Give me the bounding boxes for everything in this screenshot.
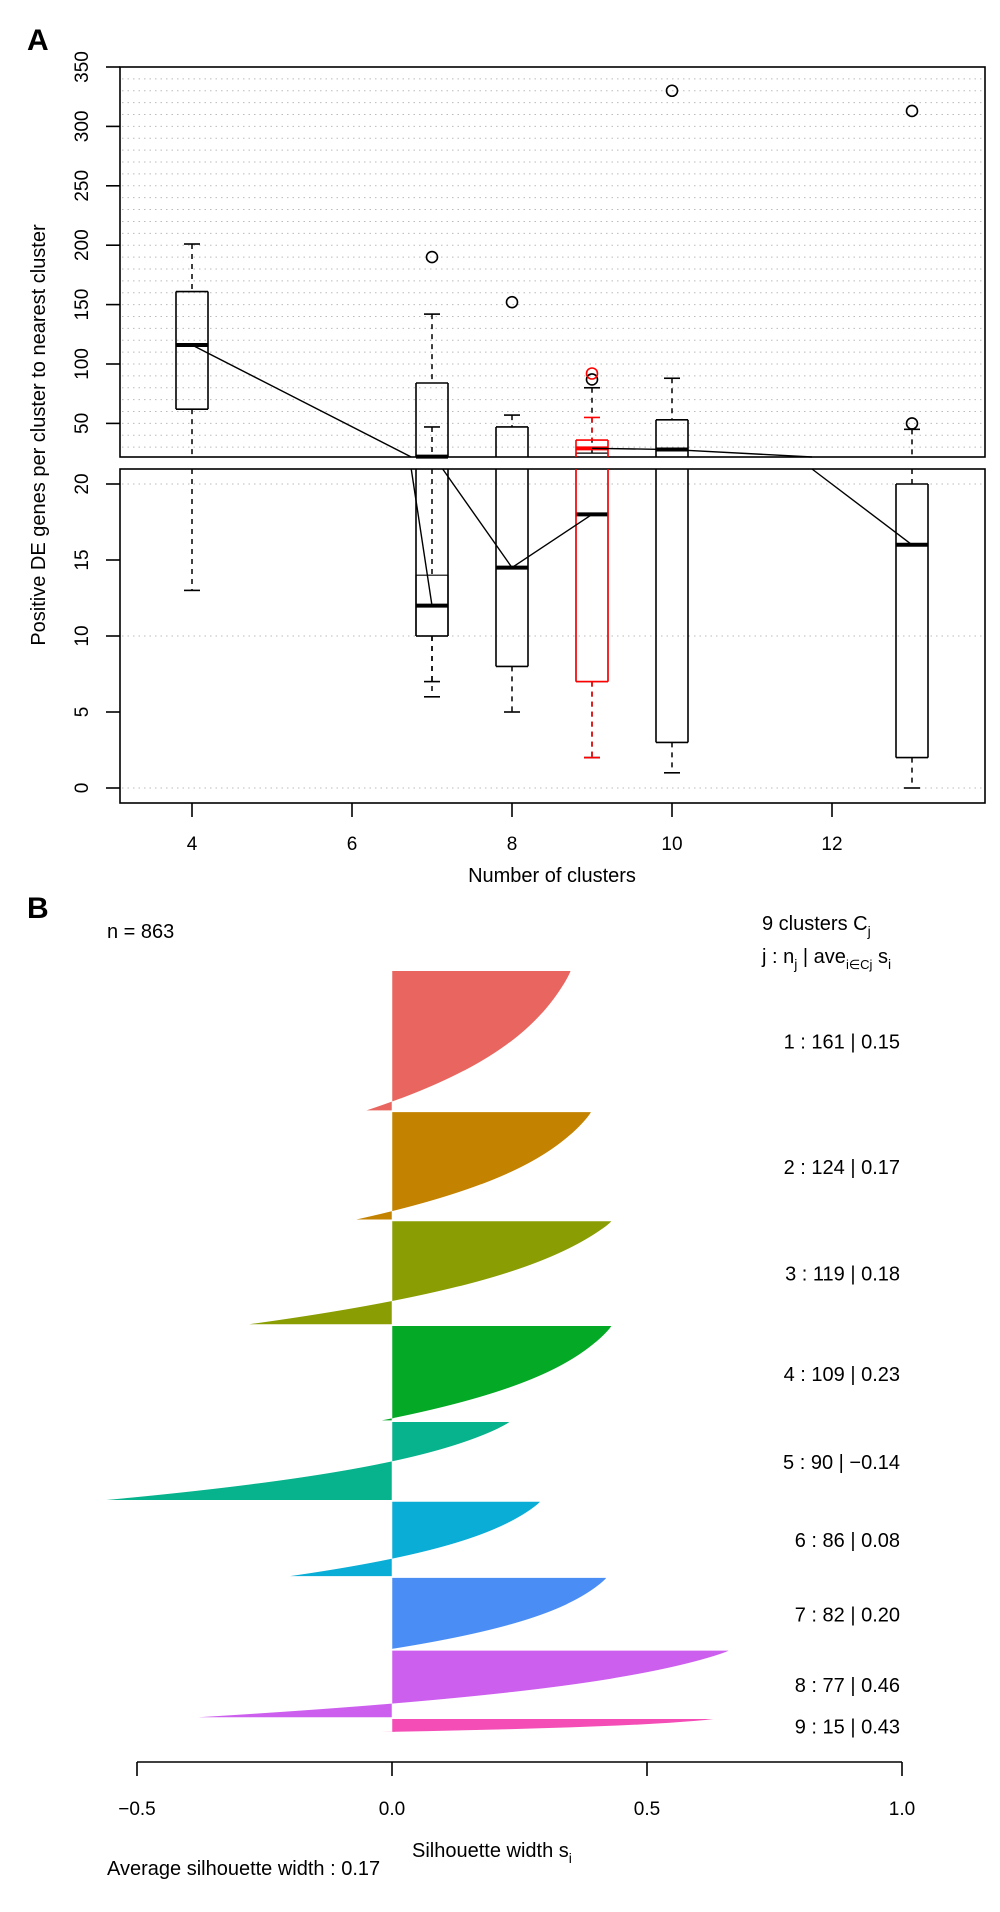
silhouette-cluster-4 bbox=[381, 1325, 612, 1421]
outlier-point bbox=[585, 367, 599, 380]
y-tick-label: 250 bbox=[72, 170, 93, 202]
panel-b-label: B bbox=[27, 892, 49, 925]
panel-a-label: A bbox=[27, 24, 49, 57]
cluster-label-8: 8 : 77 | 0.46 bbox=[795, 1675, 900, 1697]
boxes bbox=[175, 84, 929, 789]
median-segment bbox=[671, 448, 813, 458]
cluster-label-4: 4 : 109 | 0.23 bbox=[784, 1364, 900, 1386]
y-tick-label: 200 bbox=[72, 229, 93, 261]
y-tick-label: 20 bbox=[72, 473, 93, 494]
silhouette-cluster-1 bbox=[366, 971, 571, 1111]
cluster-label-6: 6 : 86 | 0.08 bbox=[795, 1530, 900, 1552]
cluster-label-3: 3 : 119 | 0.18 bbox=[785, 1264, 900, 1286]
x-axis-label-b: Silhouette width si bbox=[412, 1840, 572, 1866]
y-tick-label: 350 bbox=[72, 51, 93, 83]
x-tick-label: −0.5 bbox=[118, 1799, 156, 1820]
box-x7 bbox=[415, 426, 449, 683]
x-tick-label: 0.5 bbox=[634, 1799, 660, 1820]
box-x7 bbox=[415, 250, 449, 698]
upper-plot-frame bbox=[119, 66, 986, 458]
median-segment bbox=[811, 468, 913, 546]
median-segment bbox=[410, 468, 433, 606]
lower-grid bbox=[122, 483, 983, 789]
median-segment bbox=[511, 513, 593, 569]
silhouette-bars bbox=[106, 971, 729, 1732]
lower-y-axis: 0 5 10 15 20 bbox=[72, 473, 120, 793]
silhouette-cluster-5 bbox=[106, 1422, 510, 1500]
average-silhouette-label: Average silhouette width : 0.17 bbox=[107, 1858, 380, 1880]
outlier-point bbox=[425, 250, 439, 264]
x-tick-label: 10 bbox=[661, 834, 682, 855]
x-tick-label: 12 bbox=[821, 834, 842, 855]
box-x4 bbox=[175, 243, 209, 592]
box-x13 bbox=[895, 104, 929, 789]
silhouette-cluster-9 bbox=[381, 1719, 714, 1732]
silhouette-cluster-2 bbox=[356, 1112, 591, 1220]
panel-a-boxplot: 50 100 150 200 250 300 350 0 5 10 15 20 4 6 8 10 12 Nu… bbox=[28, 51, 986, 887]
y-tick-label: 5 bbox=[72, 707, 93, 718]
x-tick-label: 6 bbox=[347, 834, 358, 855]
upper-y-axis: 50 100 150 200 250 300 350 bbox=[72, 51, 120, 434]
outlier-point bbox=[665, 84, 679, 98]
y-tick-label: 100 bbox=[72, 348, 93, 380]
y-tick-label: 150 bbox=[72, 289, 93, 321]
x-axis-a: 4 6 8 10 12 bbox=[187, 803, 843, 855]
box-x9 bbox=[575, 367, 609, 759]
y-tick-label: 0 bbox=[72, 783, 93, 794]
outlier-point bbox=[905, 104, 919, 118]
median-segment bbox=[442, 468, 513, 569]
upper-grid bbox=[122, 78, 983, 448]
y-axis-label-a: Positive DE genes per cluster to nearest… bbox=[28, 224, 50, 646]
y-tick-label: 15 bbox=[72, 549, 93, 570]
cluster-label-5: 5 : 90 | −0.14 bbox=[783, 1452, 900, 1474]
cluster-label-7: 7 : 82 | 0.20 bbox=[795, 1604, 900, 1626]
cluster-label-9: 9 : 15 | 0.43 bbox=[795, 1717, 900, 1739]
box-x10 bbox=[655, 84, 689, 774]
y-tick-label: 300 bbox=[72, 111, 93, 143]
median-segment bbox=[591, 447, 673, 451]
n-label: n = 863 bbox=[107, 921, 174, 943]
y-tick-label: 10 bbox=[72, 625, 93, 646]
silhouette-cluster-3 bbox=[249, 1221, 612, 1325]
x-tick-label: 1.0 bbox=[889, 1799, 915, 1820]
silhouette-cluster-8 bbox=[198, 1650, 729, 1718]
box-x8 bbox=[495, 295, 529, 713]
x-axis-label-a: Number of clusters bbox=[468, 865, 636, 887]
outlier-point bbox=[585, 373, 599, 386]
x-tick-label: 0.0 bbox=[379, 1799, 405, 1820]
outlier-point bbox=[905, 417, 919, 430]
outlier-point bbox=[505, 295, 519, 309]
median-segment bbox=[191, 344, 412, 458]
cluster-label-2: 2 : 124 | 0.17 bbox=[784, 1157, 900, 1179]
silhouette-cluster-7 bbox=[392, 1577, 607, 1649]
cluster-labels: 1 : 161 | 0.15 2 : 124 | 0.17 3 : 119 | 0.… bbox=[783, 1032, 900, 1739]
median-line bbox=[191, 344, 913, 606]
x-axis-b: −0.5 0.0 0.5 1.0 bbox=[118, 1761, 915, 1820]
clusters-subheader: j : nj | avei∈Cj si bbox=[761, 946, 891, 972]
x-tick-label: 8 bbox=[507, 834, 518, 855]
clusters-header: 9 clusters Cj bbox=[762, 913, 871, 939]
y-tick-label: 50 bbox=[72, 413, 93, 434]
cluster-label-1: 1 : 161 | 0.15 bbox=[784, 1032, 900, 1054]
x-tick-label: 4 bbox=[187, 834, 198, 855]
silhouette-cluster-6 bbox=[290, 1501, 540, 1577]
